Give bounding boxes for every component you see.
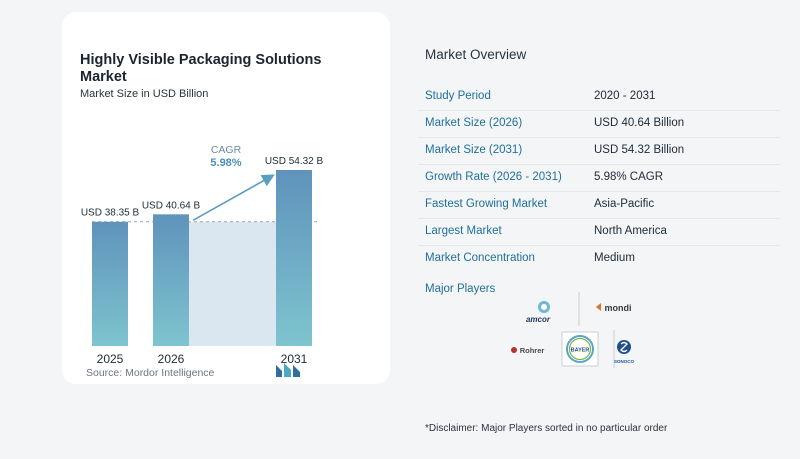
x-tick-label-2026: 2026 [158,352,185,366]
source-note: Source: Mordor Intelligence [86,367,215,379]
overview-row-largest-market: Largest Market North America [418,219,780,246]
x-tick-label-2025: 2025 [97,352,124,366]
chart-card: USD 38.35 B 2025 USD 40.64 B 2026 USD 54.32 … [62,12,390,384]
bar-2025 [92,221,128,346]
rohrer-logo: Rohrer [511,346,544,355]
market-overview-panel: Market Overview Study Period 2020 - 2031… [400,0,800,459]
svg-text:mondi: mondi [605,303,632,313]
bayer-logo: BAYER [561,331,599,367]
row-value: Asia-Pacific [594,198,655,210]
bar-value-label-2031: USD 54.32 B [265,156,324,167]
cagr-arrow [192,174,275,222]
row-label: Market Size (2026) [425,117,523,129]
row-value: 2020 - 2031 [594,90,656,102]
bar-value-label-2026: USD 40.64 B [142,200,201,211]
x-tick-label-2031: 2031 [281,352,308,366]
overview-row-market-size-2026: Market Size (2026) USD 40.64 Billion [418,111,780,138]
row-value: North America [594,225,667,237]
row-value: USD 54.32 Billion [594,144,685,156]
svg-text:SONOCO: SONOCO [614,359,635,364]
chart-title: Highly Visible Packaging Solutions Marke… [80,52,322,85]
row-label: Study Period [425,90,491,102]
cagr-value: 5.98% [210,157,241,169]
row-label: Market Concentration [425,252,535,264]
major-players-title: Major Players [425,283,496,295]
overview-row-study-period: Study Period 2020 - 2031 [418,84,780,111]
sonoco-logo: SONOCO [614,340,635,364]
overview-title: Market Overview [425,47,527,62]
mondi-logo: mondi [596,303,632,313]
growth-highlight-area [189,221,276,346]
disclaimer-note: *Disclaimer: Major Players sorted in no … [425,423,668,434]
row-label: Largest Market [425,225,502,237]
row-label: Growth Rate (2026 - 2031) [425,171,562,183]
overview-row-fastest-growing: Fastest Growing Market Asia-Pacific [418,192,780,219]
mordor-intelligence-logo [276,363,300,377]
bar-2026 [153,214,189,346]
overview-row-growth-rate: Growth Rate (2026 - 2031) 5.98% CAGR [418,165,780,192]
svg-text:BAYER: BAYER [571,348,590,354]
chart-subtitle: Market Size in USD Billion [80,88,209,100]
overview-table: Study Period 2020 - 2031 Market Size (20… [418,84,780,273]
bar-chart: USD 38.35 B 2025 USD 40.64 B 2026 USD 54.32 … [81,144,324,366]
bar-value-label-2025: USD 38.35 B [81,208,140,219]
cagr-label: CAGR [211,144,242,156]
amcor-logo: amcor [526,301,551,324]
row-value: USD 40.64 Billion [594,117,685,129]
bar-2031 [276,170,312,346]
row-label: Fastest Growing Market [425,198,548,210]
row-label: Market Size (2031) [425,144,523,156]
overview-row-concentration: Market Concentration Medium [418,246,780,273]
overview-row-market-size-2031: Market Size (2031) USD 54.32 Billion [418,138,780,165]
svg-text:Rohrer: Rohrer [520,346,545,355]
row-value: 5.98% CAGR [594,171,664,183]
row-value: Medium [594,252,635,264]
major-players-grid: amcor mondi Rohrer BAYER SONOCO [511,292,635,368]
svg-text:amcor: amcor [526,315,551,324]
